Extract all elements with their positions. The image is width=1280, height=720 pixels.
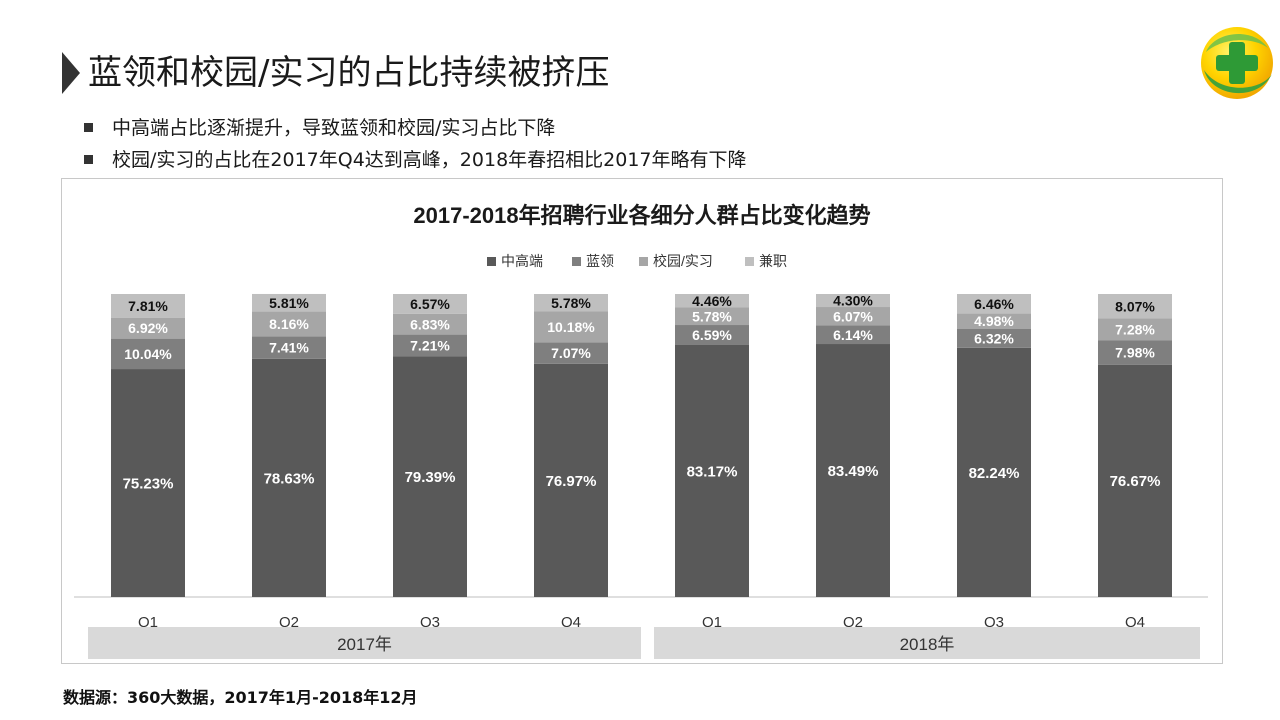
- data-label: 7.98%: [1115, 345, 1155, 361]
- 360-plus-logo-icon: [1201, 27, 1273, 99]
- chart-title: 2017-2018年招聘行业各细分人群占比变化趋势: [413, 203, 870, 228]
- x-tick-label: Q4: [561, 614, 581, 631]
- bar-segment: [393, 294, 467, 314]
- bullet-list: 中高端占比逐渐提升，导致蓝领和校园/实习占比下降 校园/实习的占比在2017年Q…: [84, 112, 747, 176]
- bar-segment: [252, 336, 326, 359]
- year-group-label: 2017年: [337, 635, 392, 654]
- data-label: 8.16%: [269, 316, 309, 332]
- data-label: 78.63%: [264, 470, 315, 487]
- title-arrow-icon: [62, 52, 80, 94]
- bar-segment: [111, 338, 185, 370]
- data-label: 6.46%: [974, 296, 1014, 312]
- bar-segment: [534, 311, 608, 343]
- x-tick-label: Q3: [984, 614, 1004, 631]
- x-tick-label: Q3: [420, 614, 440, 631]
- data-label: 75.23%: [123, 475, 174, 492]
- bar-segment: [252, 311, 326, 337]
- bullet-square-icon: [84, 155, 93, 164]
- data-label: 79.39%: [405, 469, 456, 486]
- data-label: 7.21%: [410, 338, 450, 354]
- bar-segment: [957, 347, 1031, 597]
- bar-segment: [1098, 294, 1172, 319]
- data-label: 5.81%: [269, 295, 309, 311]
- data-label: 5.78%: [551, 295, 591, 311]
- bar-segment: [957, 328, 1031, 348]
- legend-label: 蓝领: [586, 253, 614, 269]
- x-tick-label: Q1: [702, 614, 722, 631]
- bar-segment: [393, 356, 467, 597]
- data-source-note: 数据源：360大数据，2017年1月-2018年12月: [63, 688, 418, 707]
- legend-label: 兼职: [759, 253, 787, 269]
- legend-swatch: [487, 257, 496, 266]
- bar-segment: [252, 293, 326, 312]
- bar-segment: [816, 307, 890, 326]
- chart-frame: 2017-2018年招聘行业各细分人群占比变化趋势中高端 蓝领 校园/实习 兼职 75.…: [61, 178, 1223, 664]
- year-group-label: 2018年: [900, 635, 955, 654]
- bar-segment: [1098, 340, 1172, 365]
- data-label: 8.07%: [1115, 298, 1155, 314]
- data-label: 10.04%: [124, 346, 172, 362]
- bar-segment: [393, 334, 467, 357]
- bar-segment: [675, 344, 749, 597]
- bar-segment: [534, 294, 608, 312]
- data-label: 10.18%: [547, 319, 595, 335]
- data-label: 4.46%: [692, 293, 732, 309]
- data-label: 82.24%: [969, 465, 1020, 482]
- data-label: 6.83%: [410, 316, 450, 332]
- bar-segment: [675, 325, 749, 345]
- data-label: 83.49%: [828, 463, 879, 480]
- page-title: 蓝领和校园/实习的占比持续被挤压: [88, 53, 610, 93]
- bar-segment: [816, 344, 890, 597]
- data-label: 7.28%: [1115, 322, 1155, 338]
- bar-segment: [534, 363, 608, 597]
- legend-swatch: [639, 257, 648, 266]
- data-label: 7.07%: [551, 345, 591, 361]
- x-tick-label: Q2: [843, 614, 863, 631]
- year-group-band: [654, 627, 1200, 659]
- legend-swatch: [572, 257, 581, 266]
- data-label: 7.81%: [128, 298, 168, 314]
- bar-segment: [111, 294, 185, 318]
- bullet-item: 中高端占比逐渐提升，导致蓝领和校园/实习占比下降: [84, 112, 747, 144]
- bullet-text: 中高端占比逐渐提升，导致蓝领和校园/实习占比下降: [112, 117, 556, 139]
- data-label: 76.97%: [546, 473, 597, 490]
- data-label: 83.17%: [687, 463, 738, 480]
- bullet-text: 校园/实习的占比在2017年Q4达到高峰，2018年春招相比2017年略有下降: [112, 149, 747, 171]
- data-label: 4.30%: [833, 293, 873, 309]
- bar-segment: [957, 294, 1031, 314]
- x-tick-label: Q2: [279, 614, 299, 631]
- bar-segment: [1098, 318, 1172, 341]
- x-tick-label: Q4: [1125, 614, 1145, 631]
- data-label: 76.67%: [1110, 473, 1161, 490]
- bar-segment: [1098, 364, 1172, 597]
- data-label: 6.59%: [692, 327, 732, 343]
- bar-segment: [534, 342, 608, 364]
- data-label: 6.92%: [128, 320, 168, 336]
- data-label: 6.14%: [833, 327, 873, 343]
- data-label: 5.78%: [692, 308, 732, 324]
- legend-label: 校园/实习: [653, 253, 713, 269]
- data-label: 6.32%: [974, 330, 1014, 346]
- bullet-square-icon: [84, 123, 93, 132]
- legend-swatch: [745, 257, 754, 266]
- bullet-item: 校园/实习的占比在2017年Q4达到高峰，2018年春招相比2017年略有下降: [84, 144, 747, 176]
- bar-segment: [675, 307, 749, 326]
- data-label: 7.41%: [269, 340, 309, 356]
- bar-segment: [957, 313, 1031, 329]
- data-label: 6.07%: [833, 308, 873, 324]
- bar-segment: [675, 294, 749, 308]
- bar-segment: [252, 358, 326, 597]
- data-label: 4.98%: [974, 313, 1014, 329]
- year-group-band: [88, 627, 641, 659]
- data-label: 6.57%: [410, 296, 450, 312]
- legend-label: 中高端: [501, 253, 543, 269]
- bar-segment: [816, 294, 890, 308]
- bar-segment: [393, 313, 467, 335]
- bar-segment: [111, 317, 185, 339]
- bar-segment: [111, 369, 185, 597]
- x-tick-label: Q1: [138, 614, 158, 631]
- bar-segment: [816, 325, 890, 345]
